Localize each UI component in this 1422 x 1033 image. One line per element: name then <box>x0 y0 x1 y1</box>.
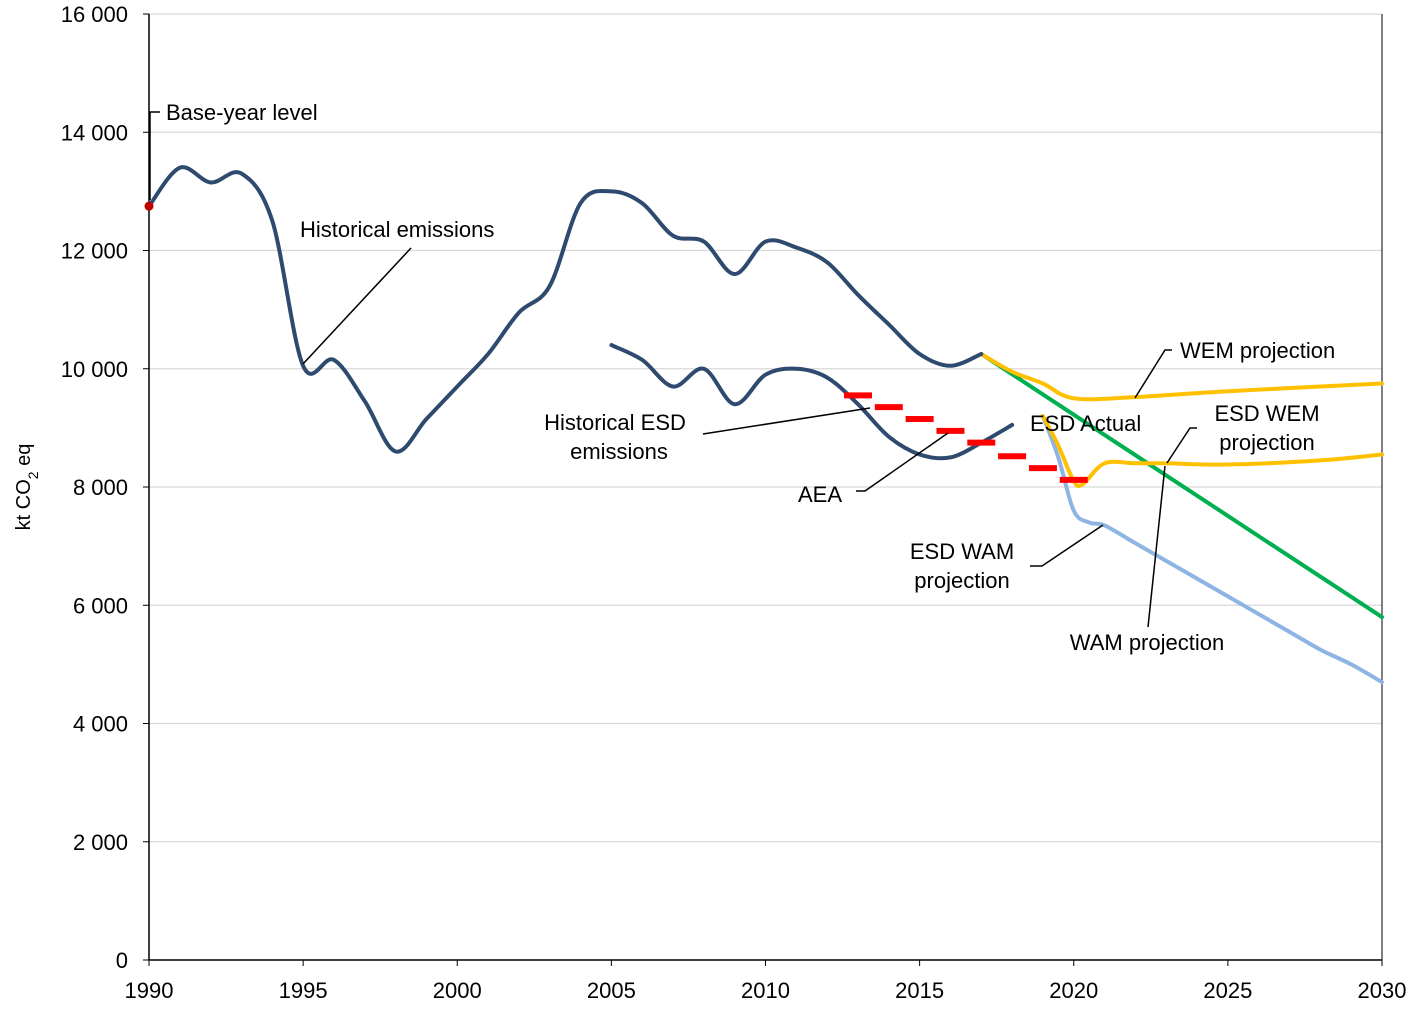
leader-line <box>1166 427 1197 464</box>
x-tick-label: 1990 <box>125 978 174 1003</box>
series-line-esd-wam <box>1040 414 1384 685</box>
y-tick-label: 14 000 <box>61 120 128 145</box>
y-tick-label: 8 000 <box>73 475 128 500</box>
label-esd-wem-1: ESD WEM <box>1214 401 1319 426</box>
series-line-historical-esd <box>609 343 1015 461</box>
y-tick-label: 4 000 <box>73 712 128 737</box>
label-esd-wam-1: ESD WAM <box>910 539 1014 564</box>
x-tick-label: 2015 <box>895 978 944 1003</box>
series-layer <box>144 165 1384 685</box>
label-historical-emissions: Historical emissions <box>300 217 494 242</box>
y-tick-label: 2 000 <box>73 830 128 855</box>
leader-line <box>856 432 949 492</box>
y-tick-labels: 0 2 000 4 000 6 000 8 000 10 000 12 000 14 000 1… <box>61 2 149 973</box>
leader-line <box>1134 349 1172 399</box>
gridlines <box>149 13 1382 843</box>
series-line-esd-wem <box>1040 414 1384 489</box>
series-line-wem <box>979 352 1384 402</box>
x-tick-label: 1995 <box>279 978 328 1003</box>
y-tick-label: 10 000 <box>61 357 128 382</box>
label-base-year: Base-year level <box>166 100 318 125</box>
leader-line <box>149 111 160 200</box>
y-tick-label: 6 000 <box>73 593 128 618</box>
annotations: Base-year level Historical emissions His… <box>166 100 1335 655</box>
x-tick-label: 2020 <box>1049 978 1098 1003</box>
leader-line <box>702 407 871 435</box>
leader-line <box>1030 524 1104 567</box>
series-line-esd-actual <box>979 352 1384 620</box>
label-wam: WAM projection <box>1070 630 1224 655</box>
y-axis-label: kt CO2 eq <box>13 444 41 531</box>
y-tick-label: 12 000 <box>61 239 128 264</box>
x-tick-label: 2025 <box>1203 978 1252 1003</box>
label-esd-wam-2: projection <box>914 568 1009 593</box>
series-line-historical <box>147 165 984 454</box>
label-historical-esd-1: Historical ESD <box>544 410 686 435</box>
label-aea: AEA <box>798 482 842 507</box>
x-tick-label: 2030 <box>1358 978 1407 1003</box>
leader-line <box>302 247 412 365</box>
x-tick-label: 2000 <box>433 978 482 1003</box>
label-esd-wem-2: projection <box>1219 430 1314 455</box>
x-tick-label: 2005 <box>587 978 636 1003</box>
x-tick-labels: 1990 1995 2000 2005 2010 2015 2020 2025 2030 <box>125 960 1407 1003</box>
label-historical-esd-2: emissions <box>570 439 668 464</box>
y-tick-label: 0 <box>116 948 128 973</box>
base-year-marker <box>144 201 154 211</box>
y-tick-label: 16 000 <box>61 2 128 27</box>
leader-line <box>1147 465 1166 628</box>
label-esd-actual: ESD Actual <box>1030 411 1141 436</box>
x-tick-label: 2010 <box>741 978 790 1003</box>
annotation-leaders <box>149 111 1197 628</box>
label-wem: WEM projection <box>1180 338 1335 363</box>
